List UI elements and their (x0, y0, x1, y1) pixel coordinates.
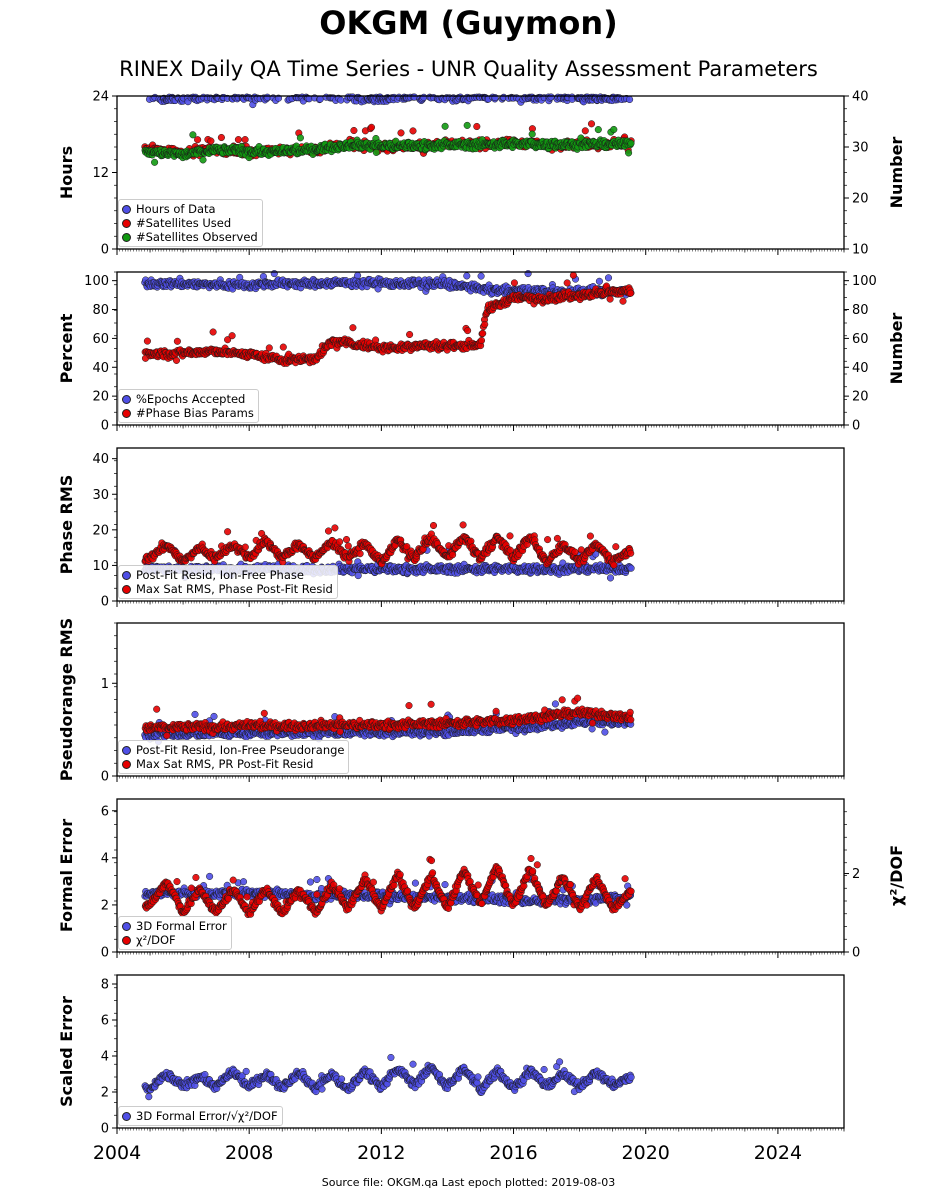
data-point (398, 130, 405, 137)
data-point (200, 157, 207, 164)
data-point (266, 345, 273, 352)
data-point (479, 330, 486, 337)
data-point (596, 278, 603, 285)
data-point (208, 138, 215, 145)
data-point (511, 280, 518, 287)
data-point (627, 290, 634, 297)
data-point (525, 270, 532, 277)
data-point (478, 337, 485, 344)
data-point (628, 140, 635, 147)
data-point (595, 126, 602, 133)
y-right-tick-label: 80 (852, 303, 869, 318)
data-point (406, 331, 413, 338)
y-right-axis-label: Number (887, 313, 906, 385)
y-tick-label: 60 (92, 332, 109, 347)
data-point (373, 149, 380, 156)
data-point (442, 123, 449, 130)
data-point (354, 272, 361, 279)
data-point (325, 528, 332, 535)
data-point (464, 327, 471, 334)
data-point (564, 280, 571, 287)
y-right-tick-label: 100 (852, 274, 877, 289)
y-right-tick-label: 40 (852, 361, 869, 376)
data-point (372, 337, 379, 344)
y-tick-label: 40 (92, 361, 109, 376)
y-right-tick-label: 20 (852, 192, 869, 207)
data-point (628, 565, 635, 572)
data-point (492, 94, 499, 101)
data-point (210, 329, 217, 336)
data-point (332, 525, 339, 532)
series-hours-2 (142, 122, 635, 166)
data-point (345, 543, 352, 550)
data-point (474, 123, 481, 130)
data-point (410, 128, 417, 135)
data-point (625, 150, 632, 157)
data-point (264, 94, 271, 101)
data-point (343, 536, 350, 543)
y-tick-label: 20 (92, 390, 109, 405)
data-point (588, 121, 595, 128)
data-point (570, 272, 577, 279)
data-point (224, 528, 231, 535)
data-point (464, 273, 471, 280)
data-point (242, 136, 249, 143)
data-point (218, 134, 225, 141)
data-point (460, 522, 467, 529)
data-point (338, 97, 345, 104)
data-point (235, 136, 242, 143)
data-point (607, 296, 614, 303)
data-point (620, 298, 627, 305)
y-right-axis-label: Number (887, 137, 906, 209)
y-axis-label: Percent (57, 313, 76, 383)
data-point (607, 575, 614, 582)
data-point (430, 522, 437, 529)
y-tick-label: 24 (92, 90, 109, 105)
data-point (190, 132, 197, 139)
y-right-tick-label: 30 (852, 141, 869, 156)
data-point (529, 131, 536, 138)
y-right-tick-label: 40 (852, 90, 869, 105)
data-point (271, 270, 278, 277)
data-point (582, 128, 589, 135)
y-tick-label: 12 (92, 166, 109, 181)
data-point (626, 96, 633, 103)
data-point (449, 552, 456, 559)
data-point (605, 275, 612, 282)
y-tick-label: 80 (92, 303, 109, 318)
data-point (478, 273, 485, 280)
y-tick-label: 0 (101, 419, 109, 434)
y-right-tick-label: 20 (852, 390, 869, 405)
y-right-tick-label: 10 (852, 243, 869, 258)
data-point (280, 344, 287, 351)
data-point (151, 159, 158, 166)
data-point (368, 124, 375, 131)
data-point (611, 126, 618, 133)
y-tick-label: 0 (101, 243, 109, 258)
data-point (548, 94, 555, 101)
data-point (357, 550, 364, 557)
data-point (144, 338, 151, 345)
data-point (174, 338, 181, 345)
y-right-tick-label: 60 (852, 332, 869, 347)
y-tick-label: 100 (84, 274, 109, 289)
plot-area: 0 12 24 10 20 30 40 Number Hours 0 20 40 60 80 100 0 20 4… (0, 0, 937, 1200)
data-point (242, 544, 249, 551)
data-point (355, 572, 362, 579)
data-point (481, 321, 488, 328)
data-point (464, 122, 471, 129)
data-point (336, 539, 343, 546)
data-point (317, 96, 324, 103)
data-point (173, 357, 180, 364)
y-axis-label: Hours (57, 146, 76, 199)
data-point (351, 127, 358, 134)
data-point (350, 324, 357, 331)
data-point (297, 135, 304, 142)
data-point (229, 332, 236, 339)
data-point (421, 94, 428, 101)
y-right-tick-label: 0 (852, 419, 860, 434)
